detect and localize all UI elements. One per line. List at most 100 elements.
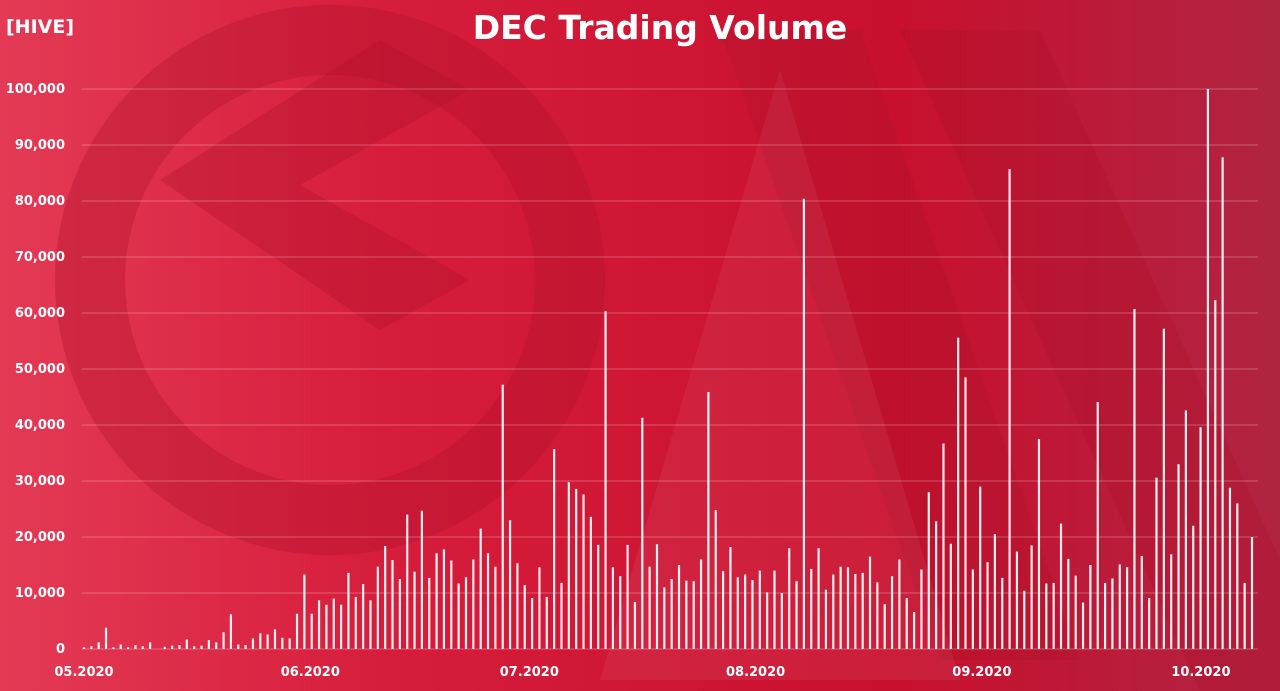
bar: [1170, 554, 1173, 649]
y-tick-label: 50,000: [15, 362, 65, 377]
bar: [1096, 402, 1099, 649]
bar: [332, 598, 335, 649]
bar: [1221, 157, 1224, 649]
bar: [773, 570, 776, 649]
x-axis-tick-labels: 05.2020 06.2020 07.2020 08.2020 09.2020 10.20…: [54, 665, 1230, 680]
y-axis-tick-labels: 0 10,000 20,000 30,000 40,000 50,000 60,000 70,…: [6, 82, 65, 657]
bar: [428, 577, 431, 649]
bar: [619, 576, 622, 649]
bar: [663, 587, 666, 649]
bar: [259, 633, 262, 649]
bar: [112, 647, 115, 649]
bar: [266, 634, 269, 649]
bar: [1045, 583, 1048, 649]
bar: [758, 570, 761, 649]
bar: [288, 638, 291, 649]
bar: [1192, 525, 1195, 649]
bar: [692, 581, 695, 649]
bar: [90, 646, 93, 649]
bar: [1074, 575, 1077, 649]
bar: [633, 601, 637, 649]
bar: [215, 642, 218, 649]
bar: [597, 544, 600, 649]
bar: [244, 645, 247, 649]
bar: [178, 645, 181, 649]
bar: [1059, 523, 1063, 649]
bar: [501, 384, 504, 649]
bar: [376, 566, 379, 649]
bar: [369, 600, 372, 649]
bar: [1067, 558, 1070, 649]
bar: [611, 567, 615, 649]
bar: [508, 520, 512, 649]
y-tick-label: 70,000: [15, 250, 65, 265]
bar: [1148, 598, 1151, 649]
bar: [200, 645, 203, 649]
bar: [531, 598, 534, 649]
bar: [670, 579, 673, 649]
bar: [193, 646, 196, 649]
bar: [97, 642, 100, 649]
bar: [846, 567, 850, 649]
bar: [1052, 582, 1055, 649]
bar: [964, 377, 967, 649]
bar: [780, 593, 783, 649]
bar: [281, 637, 284, 649]
bar: [810, 568, 813, 649]
bar: [912, 612, 916, 649]
bars: [82, 89, 1254, 649]
x-tick-label: 07.2020: [500, 665, 559, 680]
bar: [413, 571, 416, 649]
bar: [1103, 582, 1107, 649]
bar: [237, 644, 240, 649]
bar: [435, 553, 438, 649]
bar: [516, 563, 519, 649]
bar: [472, 559, 475, 649]
bar: [1206, 89, 1210, 649]
bar: [1140, 556, 1143, 649]
bar: [1133, 309, 1136, 649]
bar: [1155, 477, 1158, 649]
bar: [898, 559, 901, 649]
bar: [340, 604, 343, 649]
bar: [538, 567, 541, 649]
bar: [582, 494, 585, 649]
bar: [854, 573, 857, 649]
bar: [795, 581, 798, 649]
bar: [398, 579, 401, 649]
bar: [82, 647, 86, 649]
bar: [1243, 582, 1246, 649]
bar: [832, 574, 835, 649]
bar: [626, 544, 629, 649]
bar: [141, 646, 144, 649]
bar: [1008, 169, 1011, 649]
bar: [486, 553, 490, 649]
bar: [861, 572, 864, 649]
bar: [384, 545, 387, 649]
bar: [655, 544, 659, 649]
x-tick-label: 08.2020: [726, 665, 785, 680]
bar: [677, 565, 681, 649]
bar: [479, 528, 482, 649]
bar: [362, 584, 365, 649]
bar: [1214, 300, 1217, 649]
bar: [729, 547, 732, 649]
bar: [251, 638, 255, 649]
bar: [824, 589, 828, 649]
bar: [802, 198, 805, 649]
bar: [1184, 410, 1187, 649]
bar: [494, 566, 497, 649]
bar: [707, 391, 710, 649]
unit-label: [HIVE]: [6, 16, 75, 38]
bar: [868, 556, 872, 649]
bar: [1015, 551, 1019, 649]
bar: [979, 486, 982, 649]
bar: [560, 582, 563, 649]
bar: [971, 569, 974, 649]
bar: [949, 543, 952, 649]
chart-title: DEC Trading Volume: [472, 8, 848, 47]
bar: [839, 566, 842, 649]
bar: [890, 576, 894, 649]
bar: [714, 510, 717, 649]
